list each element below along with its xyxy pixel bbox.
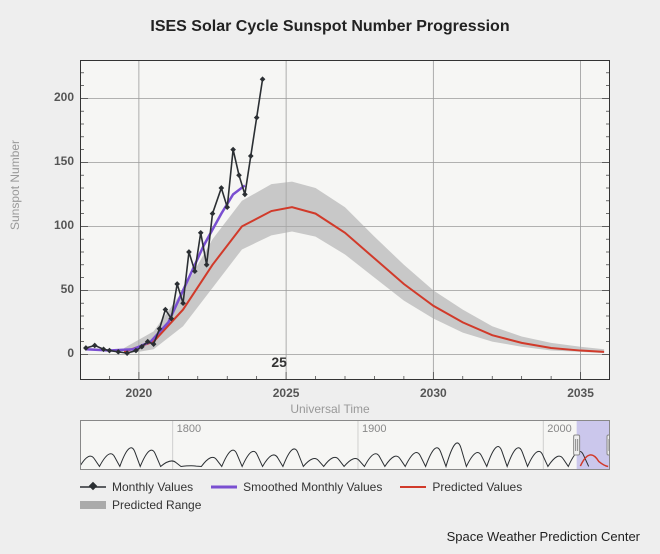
legend-smoothed-label: Smoothed Monthly Values: [243, 480, 382, 494]
y-axis-label: Sunspot Number: [8, 140, 22, 230]
legend: Monthly Values Smoothed Monthly Values P…: [80, 480, 610, 516]
legend-predicted-label: Predicted Values: [432, 480, 522, 494]
svg-text:25: 25: [271, 354, 287, 370]
legend-range: Predicted Range: [80, 498, 201, 512]
legend-smoothed: Smoothed Monthly Values: [211, 480, 382, 494]
overview-chart: 1800 1900 2000: [80, 420, 610, 470]
legend-predicted: Predicted Values: [400, 480, 522, 494]
x-axis-label: Universal Time: [0, 402, 660, 416]
legend-monthly-label: Monthly Values: [112, 480, 193, 494]
svg-text:1800: 1800: [177, 423, 201, 435]
main-chart: 25: [80, 60, 610, 380]
svg-text:1900: 1900: [362, 423, 386, 435]
svg-text:2000: 2000: [547, 423, 571, 435]
credit-text: Space Weather Prediction Center: [447, 529, 640, 544]
legend-range-label: Predicted Range: [112, 498, 201, 512]
legend-monthly: Monthly Values: [80, 480, 193, 494]
chart-title: ISES Solar Cycle Sunspot Number Progress…: [0, 18, 660, 36]
